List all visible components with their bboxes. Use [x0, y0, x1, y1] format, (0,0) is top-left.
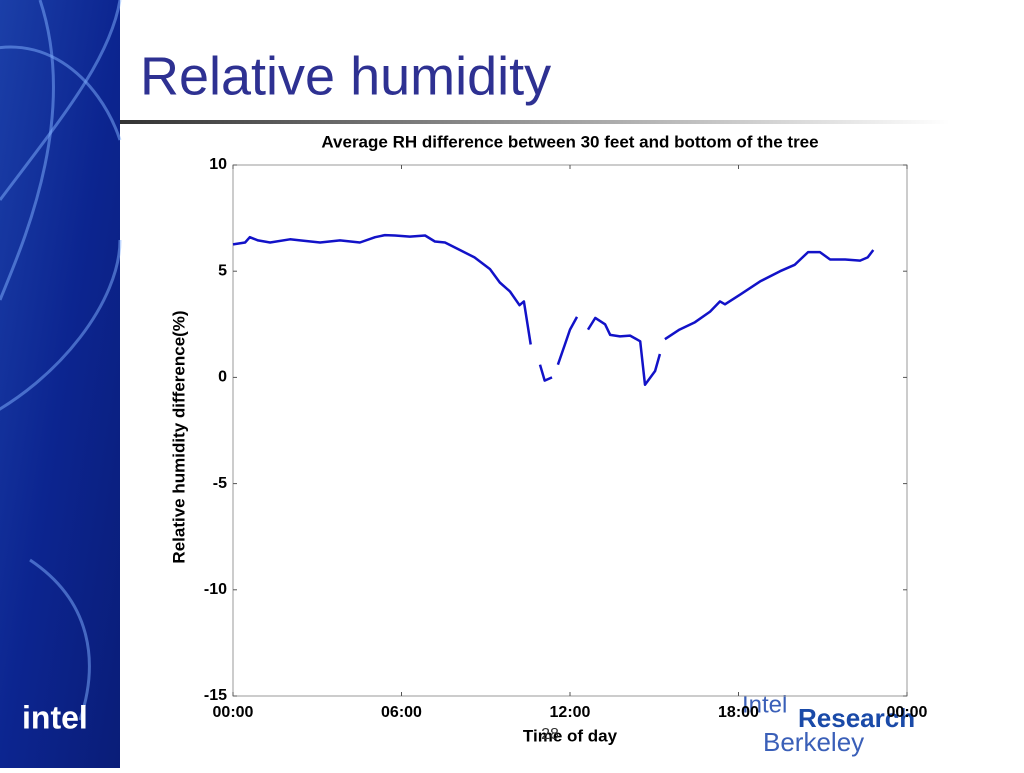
x-tick-label: 18:00 — [718, 704, 759, 721]
x-tick-label: 12:00 — [550, 704, 591, 721]
y-tick-label: 0 — [218, 369, 227, 386]
y-tick-label: 10 — [209, 156, 227, 173]
x-axis-label: Time of day — [523, 726, 618, 745]
title-rule — [120, 120, 950, 124]
intel-logo: intel — [22, 699, 88, 735]
page-number: 28 — [541, 726, 559, 743]
y-axis-label: Relative humidity difference(%) — [169, 310, 188, 563]
chart-title: Average RH difference between 30 feet an… — [321, 132, 818, 151]
data-line — [232, 233, 875, 387]
plot-frame — [232, 164, 908, 697]
slide-title: Relative humidity — [140, 46, 551, 106]
side-band — [0, 0, 120, 768]
y-tick-label: -5 — [213, 475, 227, 492]
band-decoration — [0, 0, 122, 721]
footer-logo-research: Research — [798, 703, 915, 733]
x-tick-label: 00:00 — [887, 704, 928, 721]
y-tick-label: 5 — [218, 262, 227, 279]
footer-logo-berkeley: Berkeley — [763, 727, 864, 757]
y-tick-label: -15 — [204, 687, 227, 704]
x-tick-label: 00:00 — [213, 704, 254, 721]
y-tick-label: -10 — [204, 581, 227, 598]
x-tick-label: 06:00 — [381, 704, 422, 721]
